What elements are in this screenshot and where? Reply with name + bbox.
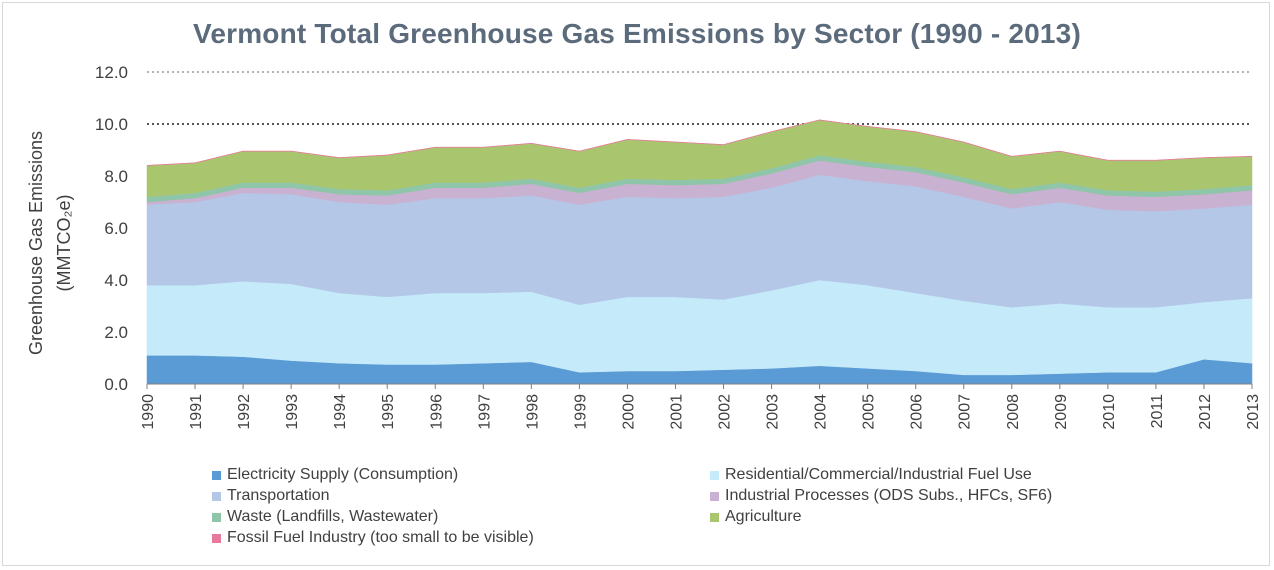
- area-series-6: [146, 119, 1253, 166]
- x-tick-label: 2002: [717, 394, 734, 430]
- legend-label: Industrial Processes (ODS Subs., HFCs, S…: [725, 487, 1053, 504]
- legend-swatch: [710, 491, 719, 501]
- y-tick-label: 12.0: [95, 63, 128, 82]
- x-tick-label: 2003: [765, 394, 782, 430]
- x-tick-label: 2008: [1005, 394, 1022, 430]
- y-tick-label: 4.0: [104, 271, 128, 290]
- x-tick-label: 1992: [236, 394, 253, 430]
- legend-label: Agriculture: [725, 508, 802, 525]
- x-tick-label: 1993: [284, 394, 301, 430]
- x-tick-label: 2005: [861, 394, 878, 430]
- legend-item: Fossil Fuel Industry (too small to be vi…: [212, 529, 534, 547]
- legend-item: Electricity Supply (Consumption): [212, 466, 458, 484]
- x-tick-label: 2013: [1245, 394, 1262, 430]
- y-tick-label: 6.0: [104, 219, 128, 238]
- chart-title: Vermont Total Greenhouse Gas Emissions b…: [193, 18, 1081, 49]
- x-tick-label: 2001: [668, 394, 685, 430]
- y-tick-label: 0.0: [104, 375, 128, 394]
- legend-label: Residential/Commercial/Industrial Fuel U…: [725, 466, 1032, 483]
- x-axis: 1990 1991 1992 1993 1994 1995 1996 1997 1998 1999…: [140, 383, 1262, 430]
- legend-item: Residential/Commercial/Industrial Fuel U…: [710, 466, 1032, 484]
- legend-swatch: [212, 491, 221, 501]
- x-tick-label: 1998: [524, 394, 541, 430]
- x-tick-label: 2000: [620, 394, 637, 430]
- x-tick-label: 1997: [476, 394, 493, 430]
- y-tick-label: 10.0: [95, 115, 128, 134]
- legend-label: Fossil Fuel Industry (too small to be vi…: [227, 529, 534, 546]
- legend-swatch: [710, 512, 719, 522]
- legend-item: Industrial Processes (ODS Subs., HFCs, S…: [710, 487, 1052, 505]
- y-axis-label-line1: Greenhouse Gas Emissions: [26, 131, 46, 355]
- legend-swatch: [212, 470, 221, 480]
- legend-swatch: [212, 512, 221, 522]
- x-tick-label: 2007: [957, 394, 974, 430]
- legend-label: Transportation: [227, 487, 330, 504]
- x-tick-label: 2004: [813, 394, 830, 430]
- x-tick-label: 2011: [1149, 394, 1166, 429]
- legend-label: Waste (Landfills, Wastewater): [227, 508, 439, 525]
- x-tick-label: 2012: [1197, 394, 1214, 430]
- legend-item: Transportation: [212, 487, 330, 505]
- y-tick-label: 8.0: [104, 167, 128, 186]
- x-tick-label: 1991: [188, 394, 205, 430]
- x-tick-label: 2010: [1101, 394, 1118, 430]
- legend-swatch: [212, 533, 221, 543]
- legend-swatch: [710, 470, 719, 480]
- y-axis: 0.0 2.0 4.0 6.0 8.0 10.0 12.0: [95, 63, 128, 394]
- legend-item: Waste (Landfills, Wastewater): [212, 508, 438, 526]
- x-tick-label: 1990: [140, 394, 157, 430]
- x-tick-label: 1999: [572, 394, 589, 430]
- x-tick-label: 1994: [332, 394, 349, 430]
- legend-label: Electricity Supply (Consumption): [227, 466, 459, 483]
- legend-item: Agriculture: [710, 508, 801, 526]
- y-axis-label-line2: (MMTCO₂e): [54, 195, 74, 292]
- x-tick-label: 1995: [380, 394, 397, 430]
- x-tick-label: 2009: [1053, 394, 1070, 430]
- stacked-areas: [146, 119, 1253, 385]
- x-tick-label: 1996: [428, 394, 445, 430]
- x-tick-label: 2006: [909, 394, 926, 430]
- y-tick-label: 2.0: [104, 323, 128, 342]
